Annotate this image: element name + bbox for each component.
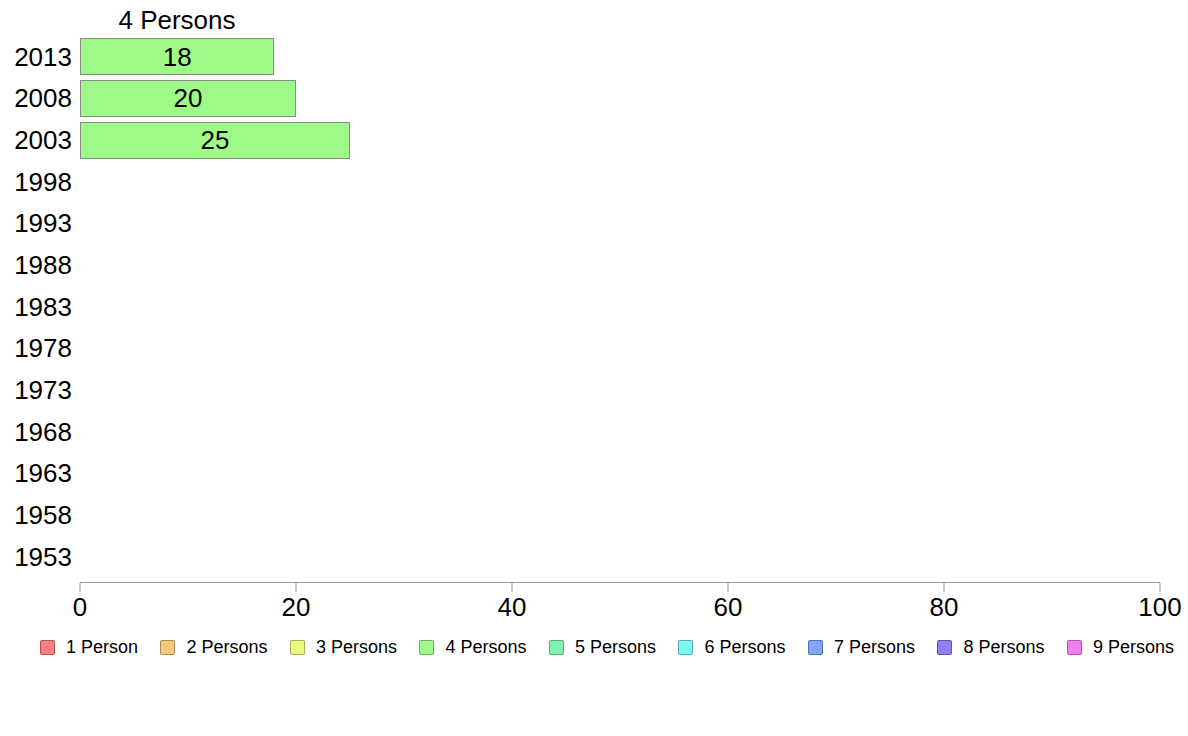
y-axis-label: 1953 [0,544,72,570]
x-axis: 020406080100 [80,582,1160,628]
bar-track: 20 [80,80,1160,117]
y-axis-label: 1958 [0,502,72,528]
legend-item: 3 Persons [290,637,397,658]
chart-row: 1978 [0,328,1160,370]
y-axis-label: 2003 [0,127,72,153]
chart-row: 1953 [0,536,1160,578]
bar-track [80,163,1160,200]
bar: 20 [80,80,296,117]
x-axis-tick [512,583,513,592]
legend-item: 9 Persons [1067,637,1174,658]
x-axis-tick-label: 0 [73,594,87,620]
bar-track [80,497,1160,534]
y-axis-label: 2008 [0,85,72,111]
x-axis-tick [1160,583,1161,592]
bar: 25 [80,122,350,159]
y-axis-label: 1973 [0,377,72,403]
chart-row: 1968 [0,411,1160,453]
legend-swatch-icon [40,640,55,655]
legend-swatch-icon [1067,640,1082,655]
x-axis-tick-label: 20 [282,594,311,620]
chart-title: 4 Persons [80,5,274,36]
chart-row: 2013 18 [0,36,1160,78]
bar-track [80,455,1160,492]
chart-row: 2008 20 [0,78,1160,120]
bar-track [80,288,1160,325]
legend-label: 7 Persons [834,637,915,658]
legend-swatch-icon [290,640,305,655]
y-axis-label: 1968 [0,419,72,445]
chart-row: 1963 [0,453,1160,495]
y-axis-label: 1983 [0,294,72,320]
bar-chart: 4 Persons 2013 18 2008 20 2003 25 1998 1993 1988… [0,0,1188,736]
bar-track [80,538,1160,575]
chart-row: 1993 [0,203,1160,245]
legend-swatch-icon [160,640,175,655]
legend-item: 6 Persons [678,637,785,658]
chart-row: 2003 25 [0,119,1160,161]
legend-label: 6 Persons [704,637,785,658]
y-axis-label: 1993 [0,210,72,236]
legend-swatch-icon [419,640,434,655]
bar-track [80,247,1160,284]
legend-item: 8 Persons [937,637,1044,658]
bar-track [80,372,1160,409]
legend-swatch-icon [549,640,564,655]
chart-row: 1988 [0,244,1160,286]
y-axis-label: 1988 [0,252,72,278]
x-axis-tick [728,583,729,592]
bar-value-label: 20 [174,85,203,111]
legend-item: 7 Persons [808,637,915,658]
legend-swatch-icon [937,640,952,655]
x-axis-tick-label: 100 [1138,594,1181,620]
bar-track: 18 [80,38,1160,75]
chart-row: 1983 [0,286,1160,328]
chart-row: 1998 [0,161,1160,203]
legend-swatch-icon [678,640,693,655]
legend-label: 5 Persons [575,637,656,658]
y-axis-label: 1963 [0,460,72,486]
legend-label: 4 Persons [445,637,526,658]
y-axis-label: 1998 [0,169,72,195]
chart-row: 1958 [0,494,1160,536]
y-axis-label: 1978 [0,335,72,361]
bar-track [80,330,1160,367]
x-axis-tick-label: 60 [714,594,743,620]
legend-label: 9 Persons [1093,637,1174,658]
x-axis-tick [80,583,81,592]
bar-value-label: 25 [201,127,230,153]
bar-value-label: 18 [163,44,192,70]
plot-area: 2013 18 2008 20 2003 25 1998 1993 1988 1983 1978 19… [0,36,1160,578]
bar-track: 25 [80,122,1160,159]
legend-item: 1 Person [40,637,138,658]
y-axis-label: 2013 [0,44,72,70]
legend-label: 1 Person [66,637,138,658]
x-axis-tick [944,583,945,592]
bar: 18 [80,38,274,75]
x-axis-tick-label: 80 [930,594,959,620]
legend-item: 4 Persons [419,637,526,658]
x-axis-tick-label: 40 [498,594,527,620]
bar-track [80,205,1160,242]
legend-item: 5 Persons [549,637,656,658]
legend-label: 3 Persons [316,637,397,658]
x-axis-tick [296,583,297,592]
legend: 1 Person 2 Persons 3 Persons 4 Persons 5 Per… [40,636,1174,658]
chart-row: 1973 [0,369,1160,411]
legend-swatch-icon [808,640,823,655]
bar-track [80,413,1160,450]
legend-item: 2 Persons [160,637,267,658]
legend-label: 2 Persons [186,637,267,658]
legend-label: 8 Persons [963,637,1044,658]
